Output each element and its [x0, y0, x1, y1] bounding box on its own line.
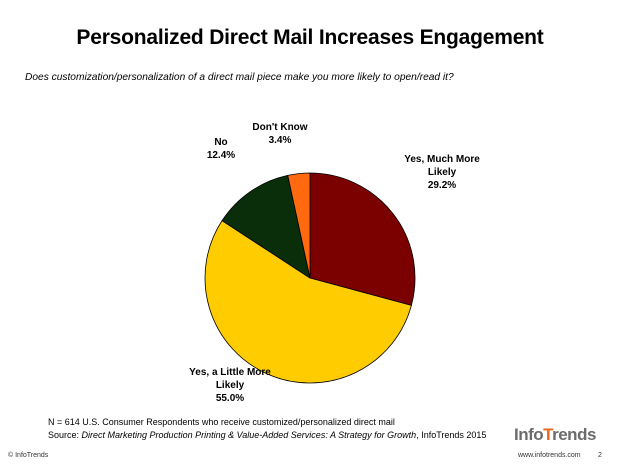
slice-no — [221, 174, 311, 279]
slice-yes-much-more — [309, 172, 416, 306]
survey-question: Does customization/personalization of a … — [25, 72, 454, 83]
label-yes-much-more: Yes, Much More Likely 29.2% — [404, 154, 480, 191]
page-title: Personalized Direct Mail Increases Engag… — [76, 26, 544, 49]
slice-dont-know — [287, 172, 311, 279]
sample-note: N = 614 U.S. Consumer Respondents who re… — [48, 417, 395, 427]
infotrends-logo: InfoTrends — [514, 425, 596, 444]
copyright-text: © InfoTrends — [8, 452, 49, 459]
label-no: No 12.4% — [206, 137, 236, 161]
label-yes-little-more: Yes, a Little More Likely 55.0% — [189, 367, 271, 404]
page-number: 2 — [598, 452, 602, 459]
footer-url: www.infotrends.com — [518, 452, 581, 459]
label-dont-know: Don't Know 3.4% — [252, 122, 308, 146]
source-note: Source: Direct Marketing Production Prin… — [48, 430, 487, 440]
slice-yes-little-more — [204, 220, 412, 384]
